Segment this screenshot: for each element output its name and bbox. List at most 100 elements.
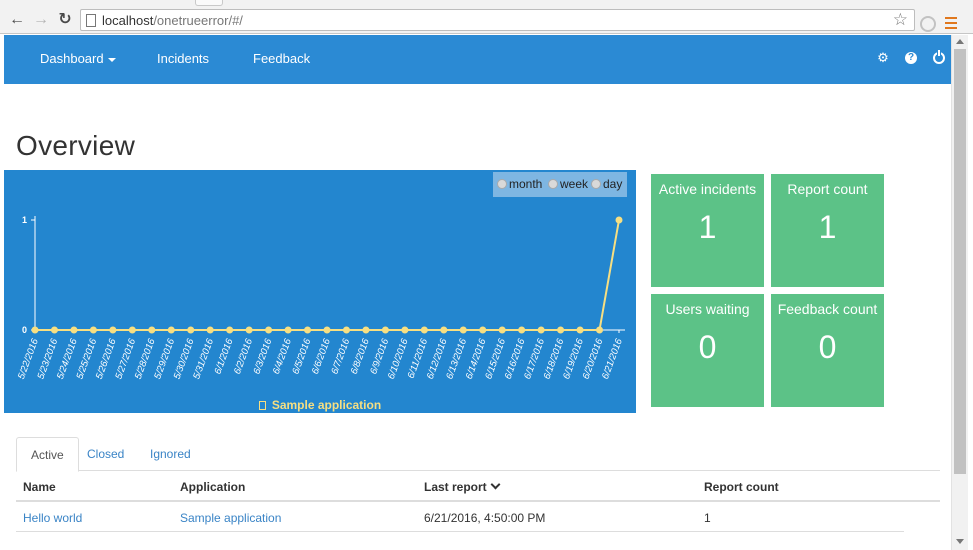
data-point [440,326,448,334]
radio-icon [497,179,507,189]
data-point [381,326,389,334]
nav-incidents[interactable]: Incidents [157,51,210,66]
nav-dashboard-dropdown[interactable]: Dashboard [40,51,116,66]
table-header-divider [16,500,940,502]
column-header-last-report[interactable]: Last report [424,479,501,494]
incident-tabs: Active Closed Ignored [16,437,940,472]
cell-report-count: 1 [704,511,711,525]
column-header-application[interactable]: Application [180,480,246,494]
data-point [50,326,58,334]
data-point [89,326,97,334]
app-navbar: Dashboard Incidents Feedback ⚙ ? [4,35,951,84]
cell-application-link[interactable]: Sample application [180,511,282,525]
tile-report-count[interactable]: Report count 1 [771,174,884,287]
data-point [576,326,584,334]
data-point [362,326,370,334]
browser-toolbar: ← → ↻ localhost/onetrueerror/#/ ☆ [0,6,973,34]
browser-tab[interactable] [195,0,223,6]
data-point [304,326,312,334]
page-icon [86,14,96,27]
tab-closed[interactable]: Closed [87,447,125,461]
back-arrow-icon[interactable]: ← [9,11,25,28]
column-header-label: Last report [424,480,487,494]
power-icon[interactable] [933,50,945,64]
gear-icon[interactable]: ⚙ [877,50,889,65]
browser-tabstrip [0,0,973,6]
data-point [109,326,117,334]
legend-label: Sample application [271,398,382,412]
radio-icon [548,179,558,189]
tile-users-waiting[interactable]: Users waiting 0 [651,294,764,407]
range-option-month[interactable]: month [497,177,542,191]
incident-chart: 015/22/20165/23/20165/24/20165/25/20165/… [16,215,625,381]
column-header-report-count[interactable]: Report count [704,480,779,494]
data-point [206,326,214,334]
bookmark-star-icon[interactable]: ☆ [892,10,908,29]
url-path: /onetrueerror/#/ [153,13,243,28]
series-line [35,219,620,331]
range-selector: month week day [493,172,627,197]
url-host: localhost [102,13,154,28]
page-scrollbar[interactable] [951,35,968,550]
scroll-down-arrow-icon[interactable] [956,539,964,544]
nav-dashboard-label: Dashboard [40,51,104,66]
data-point [342,326,350,334]
tile-feedback-count[interactable]: Feedback count 0 [771,294,884,407]
y-tick-label: 0 [22,325,27,335]
data-point [537,326,545,334]
data-point [615,216,623,224]
tab-ignored[interactable]: Ignored [150,447,191,461]
caret-down-icon [107,57,116,62]
tile-value: 0 [698,329,717,365]
data-point [187,326,195,334]
address-bar[interactable]: localhost/onetrueerror/#/ ☆ [80,9,915,31]
cell-name-link[interactable]: Hello world [23,511,83,525]
data-point [557,326,565,334]
tile-label: Report count [787,181,868,197]
column-header-name[interactable]: Name [23,480,56,494]
data-point [596,326,604,334]
range-option-label: day [603,177,623,191]
data-point [70,326,78,334]
scroll-up-arrow-icon[interactable] [956,39,964,44]
forward-arrow-icon[interactable]: → [33,11,49,28]
range-option-label: month [509,177,543,191]
nav-feedback[interactable]: Feedback [253,51,311,66]
help-icon[interactable]: ? [905,52,917,64]
data-point [245,326,253,334]
window-edge [968,35,973,550]
range-option-day[interactable]: day [591,177,622,191]
row-divider [16,531,904,532]
range-option-label: week [560,177,589,191]
chart-legend[interactable]: Sample application [4,398,636,412]
data-point [148,326,156,334]
tile-active-incidents[interactable]: Active incidents 1 [651,174,764,287]
incident-chart-panel: 0 1 5/22/2016 5/23/2016 5/24/2016 5/25/2016 5/… [4,170,636,413]
data-point [420,326,428,334]
tile-value: 1 [698,209,717,245]
url-text[interactable]: localhost/onetrueerror/#/ [102,13,243,28]
range-option-week[interactable]: week [548,177,588,191]
extension-icon[interactable] [920,16,936,32]
browser-menu-icon[interactable] [945,17,957,29]
data-point [167,326,175,334]
data-point [284,326,292,334]
legend-swatch-icon [258,401,266,410]
reload-icon[interactable]: ↻ [58,11,72,28]
page-title: Overview [16,130,136,161]
tile-label: Feedback count [777,301,878,317]
data-point [31,326,39,334]
data-point [518,326,526,334]
data-point [226,326,234,334]
y-tick-label: 1 [22,215,27,225]
data-point [265,326,273,334]
tile-label: Users waiting [665,301,750,317]
data-point [479,326,487,334]
tab-active[interactable]: Active [16,437,79,472]
cell-last-report: 6/21/2016, 4:50:00 PM [424,511,546,525]
data-point [459,326,467,334]
tile-value: 0 [818,329,837,365]
tile-label: Active incidents [658,181,757,197]
scrollbar-thumb[interactable] [954,49,966,474]
